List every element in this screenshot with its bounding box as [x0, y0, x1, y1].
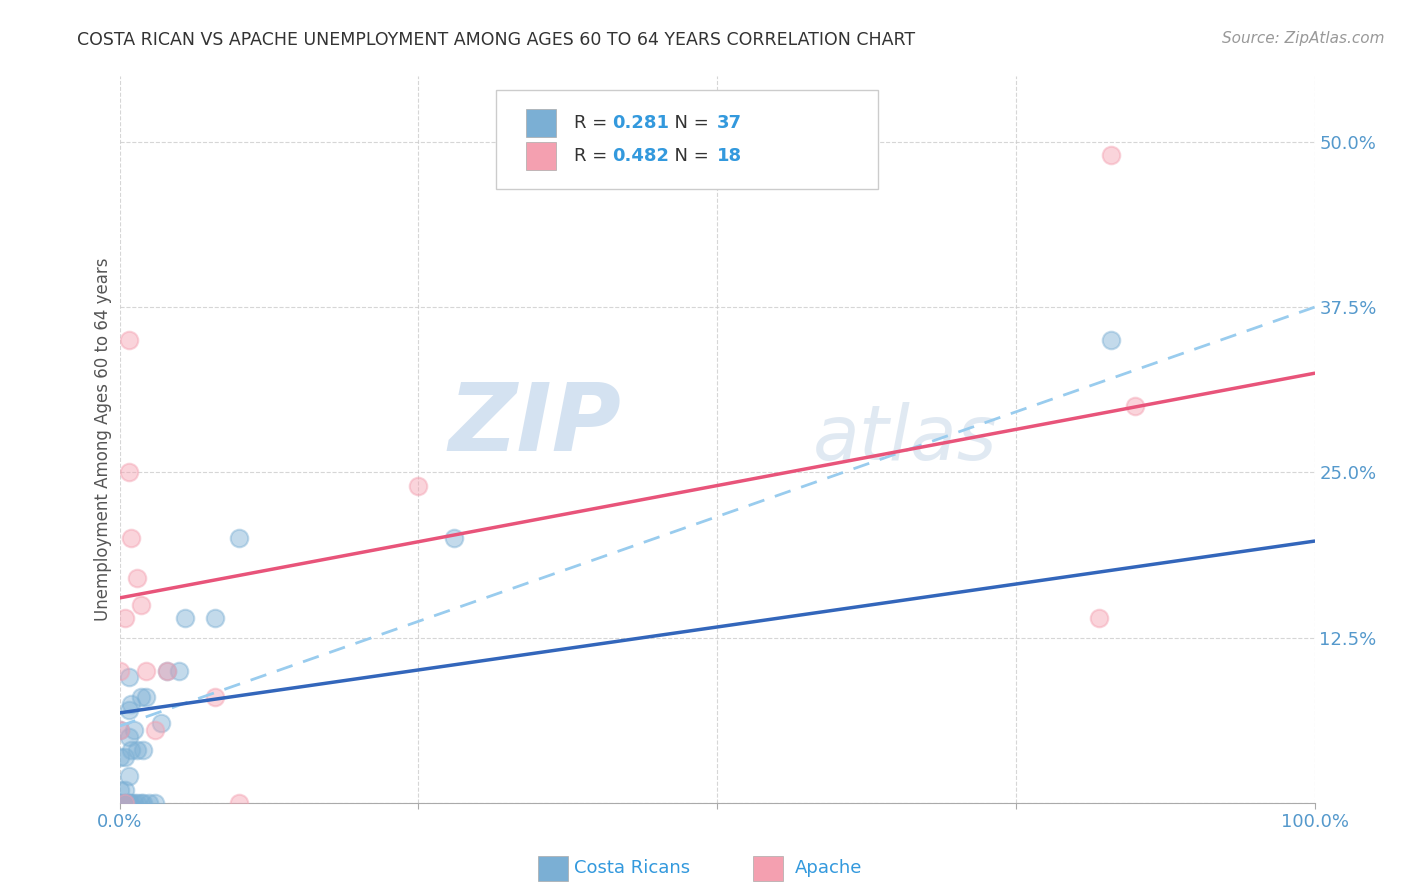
Point	[408, 478, 430, 492]
Text: 0.482: 0.482	[612, 147, 669, 165]
Point	[132, 743, 155, 757]
FancyBboxPatch shape	[538, 855, 568, 881]
Text: N =: N =	[664, 114, 714, 132]
Text: ZIP: ZIP	[449, 379, 621, 471]
Point	[129, 796, 152, 810]
Point	[127, 571, 149, 585]
Point	[150, 716, 173, 731]
Y-axis label: Unemployment Among Ages 60 to 64 years: Unemployment Among Ages 60 to 64 years	[94, 258, 112, 621]
Point	[108, 796, 131, 810]
Point	[121, 796, 143, 810]
Point	[145, 723, 166, 737]
Text: N =: N =	[664, 147, 714, 165]
Point	[135, 664, 157, 678]
Point	[122, 723, 145, 737]
Point	[121, 697, 143, 711]
Point	[114, 749, 136, 764]
Text: 0.281: 0.281	[612, 114, 669, 132]
Text: atlas: atlas	[813, 402, 997, 476]
FancyBboxPatch shape	[526, 142, 555, 169]
Point	[118, 769, 141, 783]
Point	[121, 532, 143, 546]
Point	[204, 690, 226, 704]
Text: 18: 18	[717, 147, 742, 165]
Point	[1088, 611, 1111, 625]
Point	[108, 749, 131, 764]
Point	[108, 723, 131, 737]
Point	[174, 611, 197, 625]
FancyBboxPatch shape	[526, 109, 555, 136]
Text: R =: R =	[574, 147, 613, 165]
Point	[135, 690, 157, 704]
Text: Apache: Apache	[794, 859, 862, 877]
Point	[132, 796, 155, 810]
Point	[114, 611, 136, 625]
Point	[114, 796, 136, 810]
Point	[1101, 148, 1123, 162]
Point	[129, 598, 152, 612]
Point	[122, 796, 145, 810]
Point	[108, 796, 131, 810]
Point	[204, 611, 226, 625]
Point	[114, 796, 136, 810]
Text: R =: R =	[574, 114, 613, 132]
Point	[443, 532, 465, 546]
Point	[228, 532, 250, 546]
Text: Costa Ricans: Costa Ricans	[574, 859, 690, 877]
Point	[114, 796, 136, 810]
Point	[127, 796, 149, 810]
Point	[118, 796, 141, 810]
Point	[145, 796, 166, 810]
Point	[108, 723, 131, 737]
Point	[156, 664, 179, 678]
Point	[129, 690, 152, 704]
Point	[118, 703, 141, 717]
Point	[108, 782, 131, 797]
Point	[1101, 333, 1123, 347]
Point	[127, 743, 149, 757]
Point	[118, 466, 141, 480]
Point	[118, 796, 141, 810]
Text: COSTA RICAN VS APACHE UNEMPLOYMENT AMONG AGES 60 TO 64 YEARS CORRELATION CHART: COSTA RICAN VS APACHE UNEMPLOYMENT AMONG…	[77, 31, 915, 49]
Point	[118, 730, 141, 744]
Point	[156, 664, 179, 678]
Text: Source: ZipAtlas.com: Source: ZipAtlas.com	[1222, 31, 1385, 46]
FancyBboxPatch shape	[754, 855, 783, 881]
Point	[121, 743, 143, 757]
Point	[118, 333, 141, 347]
Point	[228, 796, 250, 810]
Text: 37: 37	[717, 114, 742, 132]
Point	[138, 796, 160, 810]
Point	[114, 782, 136, 797]
Point	[1125, 399, 1147, 413]
Point	[169, 664, 191, 678]
FancyBboxPatch shape	[496, 90, 879, 188]
Point	[108, 664, 131, 678]
Point	[118, 670, 141, 684]
